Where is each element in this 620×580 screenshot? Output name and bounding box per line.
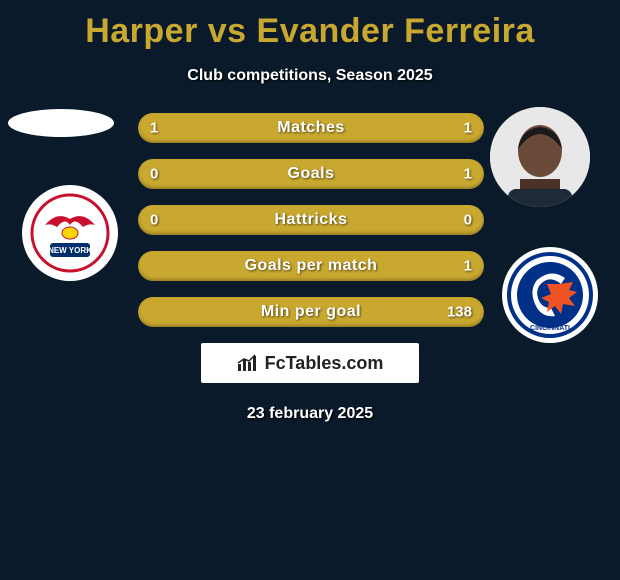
svg-text:NEW YORK: NEW YORK bbox=[48, 246, 92, 255]
stat-label: Matches bbox=[277, 119, 345, 137]
stat-right-value: 1 bbox=[464, 258, 472, 275]
stat-row: 0 Goals 1 bbox=[138, 159, 484, 189]
stat-label: Goals bbox=[288, 165, 335, 183]
stat-right-value: 0 bbox=[464, 212, 472, 229]
stat-row: Goals per match 1 bbox=[138, 251, 484, 281]
watermark: FcTables.com bbox=[201, 343, 419, 383]
stat-label: Goals per match bbox=[245, 257, 378, 275]
subtitle: Club competitions, Season 2025 bbox=[0, 67, 620, 85]
avatar-placeholder-icon bbox=[490, 107, 590, 207]
stat-left-value: 0 bbox=[150, 212, 158, 229]
stat-row: Min per goal 138 bbox=[138, 297, 484, 327]
comparison-panel: NEW YORK FC CINCINNATI 1 Matches 1 bbox=[0, 113, 620, 423]
stat-row: 1 Matches 1 bbox=[138, 113, 484, 143]
stat-left-value: 1 bbox=[150, 120, 158, 137]
stat-right-value: 138 bbox=[447, 304, 472, 321]
player-left-club-logo: NEW YORK bbox=[22, 185, 118, 281]
player-left-avatar bbox=[8, 109, 114, 137]
watermark-text: FcTables.com bbox=[265, 353, 384, 374]
stat-right-value: 1 bbox=[464, 166, 472, 183]
stats-list: 1 Matches 1 0 Goals 1 0 Hattricks 0 Goal… bbox=[138, 113, 484, 327]
svg-text:CINCINNATI: CINCINNATI bbox=[530, 325, 570, 332]
svg-text:FC: FC bbox=[546, 268, 555, 274]
page-title: Harper vs Evander Ferreira bbox=[0, 0, 620, 51]
player-right-avatar bbox=[490, 107, 590, 207]
stat-label: Hattricks bbox=[275, 211, 348, 229]
stat-left-value: 0 bbox=[150, 166, 158, 183]
bar-chart-icon bbox=[237, 354, 259, 372]
stat-row: 0 Hattricks 0 bbox=[138, 205, 484, 235]
redbulls-logo-icon: NEW YORK bbox=[30, 193, 110, 273]
stat-label: Min per goal bbox=[261, 303, 361, 321]
date-text: 23 february 2025 bbox=[0, 405, 620, 423]
player-right-club-logo: FC CINCINNATI bbox=[502, 247, 598, 343]
stat-right-value: 1 bbox=[464, 120, 472, 137]
cincinnati-logo-icon: FC CINCINNATI bbox=[507, 252, 593, 338]
